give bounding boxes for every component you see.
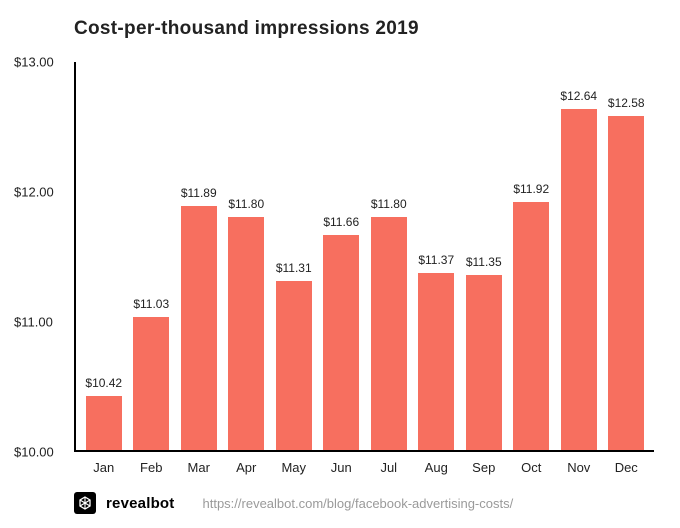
bar-slot: $11.66Jun <box>318 62 366 450</box>
bar <box>228 217 264 450</box>
x-tick-label: Sep <box>460 460 508 475</box>
bar-value-label: $11.31 <box>276 261 312 275</box>
bar <box>371 217 407 450</box>
bar <box>86 396 122 450</box>
chart-title: Cost-per-thousand impressions 2019 <box>74 18 419 40</box>
bar-value-label: $11.80 <box>371 197 407 211</box>
bar-slot: $11.89Mar <box>175 62 223 450</box>
x-tick-label: Feb <box>128 460 176 475</box>
bar-value-label: $11.80 <box>228 197 264 211</box>
bar <box>561 109 597 450</box>
bar-slot: $10.42Jan <box>80 62 128 450</box>
bar-slot: $11.03Feb <box>128 62 176 450</box>
x-tick-label: Nov <box>555 460 603 475</box>
bar <box>133 317 169 450</box>
bar-slot: $11.35Sep <box>460 62 508 450</box>
x-tick-label: Mar <box>175 460 223 475</box>
y-tick-label: $10.00 <box>0 445 66 460</box>
bar-slot: $11.37Aug <box>413 62 461 450</box>
y-tick-label: $11.00 <box>0 315 66 330</box>
revealbot-logo-icon <box>74 492 96 514</box>
chart-container: Cost-per-thousand impressions 2019 $13.0… <box>0 0 680 528</box>
bar-slot: $12.64Nov <box>555 62 603 450</box>
bar-slot: $12.58Dec <box>603 62 651 450</box>
x-tick-label: Jan <box>80 460 128 475</box>
y-tick-label: $13.00 <box>0 55 66 70</box>
y-tick-label: $12.00 <box>0 184 66 199</box>
bar-value-label: $10.42 <box>85 376 122 390</box>
x-tick-label: Jul <box>365 460 413 475</box>
y-axis-labels: $13.00 $12.00 $11.00 $10.00 <box>0 62 66 452</box>
bar <box>608 116 644 450</box>
bar <box>513 202 549 450</box>
x-tick-label: Jun <box>318 460 366 475</box>
bar-value-label: $11.03 <box>133 297 169 311</box>
footer: revealbot https://revealbot.com/blog/fac… <box>74 492 513 514</box>
brand-name: revealbot <box>106 495 175 512</box>
bar-slot: $11.31May <box>270 62 318 450</box>
bar <box>276 281 312 450</box>
bar-value-label: $12.64 <box>560 89 597 103</box>
x-tick-label: Aug <box>413 460 461 475</box>
bar-value-label: $11.37 <box>418 253 454 267</box>
plot-area: $10.42Jan$11.03Feb$11.89Mar$11.80Apr$11.… <box>74 62 654 452</box>
x-tick-label: Dec <box>603 460 651 475</box>
bar-value-label: $11.92 <box>513 182 549 196</box>
bar-slot: $11.80Jul <box>365 62 413 450</box>
bar-value-label: $11.66 <box>323 215 359 229</box>
bar-value-label: $11.35 <box>466 255 502 269</box>
bars-group: $10.42Jan$11.03Feb$11.89Mar$11.80Apr$11.… <box>76 62 654 450</box>
bar-value-label: $12.58 <box>608 96 645 110</box>
x-tick-label: Oct <box>508 460 556 475</box>
bar <box>418 273 454 450</box>
source-url: https://revealbot.com/blog/facebook-adve… <box>203 496 514 511</box>
bar <box>466 275 502 450</box>
x-tick-label: Apr <box>223 460 271 475</box>
bar-slot: $11.80Apr <box>223 62 271 450</box>
bar-value-label: $11.89 <box>181 186 217 200</box>
bar-slot: $11.92Oct <box>508 62 556 450</box>
bar <box>181 206 217 450</box>
x-tick-label: May <box>270 460 318 475</box>
bar <box>323 235 359 450</box>
